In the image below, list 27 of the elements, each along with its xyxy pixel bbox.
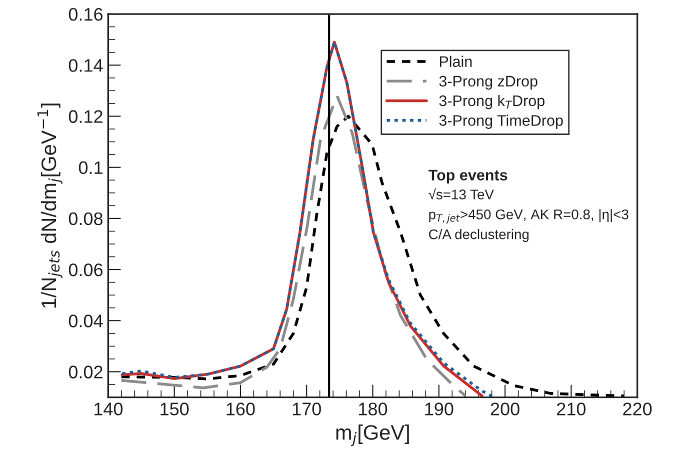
- legend-label: 3-Prong TimeDrop: [439, 114, 563, 129]
- y-tick-label: 0.08: [68, 212, 103, 226]
- y-tick-label: 0.06: [68, 263, 103, 276]
- x-axis-title: m$_{j}$[GeV]: [336, 424, 409, 446]
- y-tick-label: 0.04: [68, 314, 103, 328]
- x-tick-label: 160: [226, 402, 255, 416]
- x-tick-label: 180: [359, 402, 388, 416]
- y-axis-title: 1/N$_{jets}$ dN/dm$_{j}$[GeV$^{−1}$]: [37, 104, 62, 308]
- annotation: p$_{T,jet}$>450 GeV, AK R=0.8, |η|<3: [429, 209, 628, 224]
- x-tick-label: 200: [490, 402, 520, 416]
- legend-label: Plain: [440, 56, 472, 67]
- legend-label: 3-Prong zDrop: [439, 76, 538, 90]
- x-tick-label: 190: [425, 402, 454, 416]
- y-tick-label: 0.12: [68, 110, 102, 123]
- annotation: √s=13 TeV: [428, 188, 494, 200]
- annotation: C/A declustering: [429, 229, 529, 242]
- y-tick-label: 0.02: [68, 366, 102, 378]
- y-tick-label: 0.1: [78, 161, 102, 174]
- legend-label: 3-Prong k$_{T}$Drop: [439, 94, 544, 110]
- x-tick-label: 220: [623, 402, 652, 416]
- x-tick-label: 210: [557, 402, 586, 416]
- annotation: Top events: [428, 170, 508, 184]
- x-tick-label: 140: [94, 402, 123, 416]
- y-tick-label: 0.14: [68, 59, 103, 72]
- x-tick-label: 150: [160, 402, 189, 416]
- x-tick-label: 170: [292, 402, 321, 416]
- y-tick-label: 0.16: [68, 8, 103, 21]
